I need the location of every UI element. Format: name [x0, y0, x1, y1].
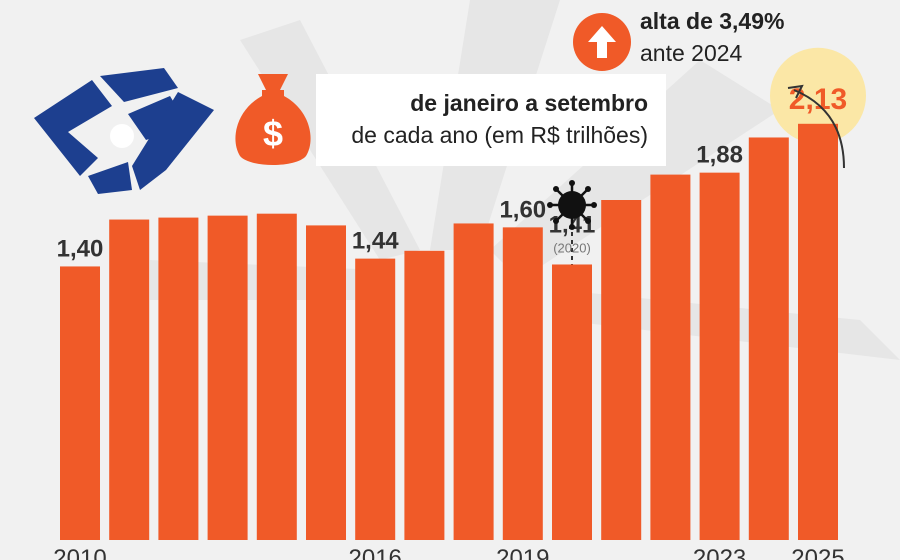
bar-2013 — [207, 215, 248, 541]
subtitle-line-1: de janeiro a setembro — [410, 90, 648, 116]
curved-arrow-icon — [787, 84, 845, 169]
bar-2022 — [650, 174, 691, 541]
bar-2015 — [306, 225, 346, 540]
data-label-2019: 1,60 — [499, 196, 546, 223]
virus-icon — [547, 180, 597, 230]
x-tick-label-2023: 2023 — [693, 545, 746, 560]
bar-2021 — [601, 200, 642, 540]
svg-text:$: $ — [263, 113, 283, 154]
data-label-2016: 1,44 — [352, 228, 399, 255]
annotation-2020: (2020) — [553, 240, 591, 255]
x-tick-label-2016: 2016 — [349, 545, 402, 560]
receita-federal-logo — [34, 68, 214, 194]
bar-2019 — [502, 227, 543, 541]
bar-2014 — [256, 213, 297, 540]
data-label-2025: 2,13 — [789, 83, 847, 116]
data-label-2023: 1,88 — [696, 142, 743, 169]
bar-2016 — [355, 258, 396, 540]
bar-2025 — [798, 123, 838, 540]
x-tick-label-2019: 2019 — [496, 545, 549, 560]
growth-label-line-1: alta de 3,49% — [640, 8, 785, 34]
x-tick-label-2010: 2010 — [53, 545, 106, 560]
growth-label-line-2: ante 2024 — [640, 40, 743, 66]
up-arrow-icon — [573, 13, 631, 71]
bar-2023 — [699, 172, 740, 540]
data-label-2010: 1,40 — [57, 235, 104, 262]
highlight-circle — [770, 47, 866, 144]
bar-2010 — [60, 266, 100, 540]
bar-2018 — [453, 223, 494, 540]
bar-2017 — [404, 250, 445, 541]
subtitle-box: de janeiro a setembro de cada ano (em R$… — [316, 74, 666, 166]
bar-2011 — [109, 219, 150, 540]
bar-2020 — [552, 264, 592, 540]
subtitle-line-2: de cada ano (em R$ trilhões) — [351, 122, 648, 148]
bar-2012 — [158, 217, 199, 540]
x-tick-label-2025: 2025 — [791, 545, 844, 560]
bar-2024 — [748, 137, 789, 540]
money-bag-dollar-icon: $ — [235, 74, 311, 165]
